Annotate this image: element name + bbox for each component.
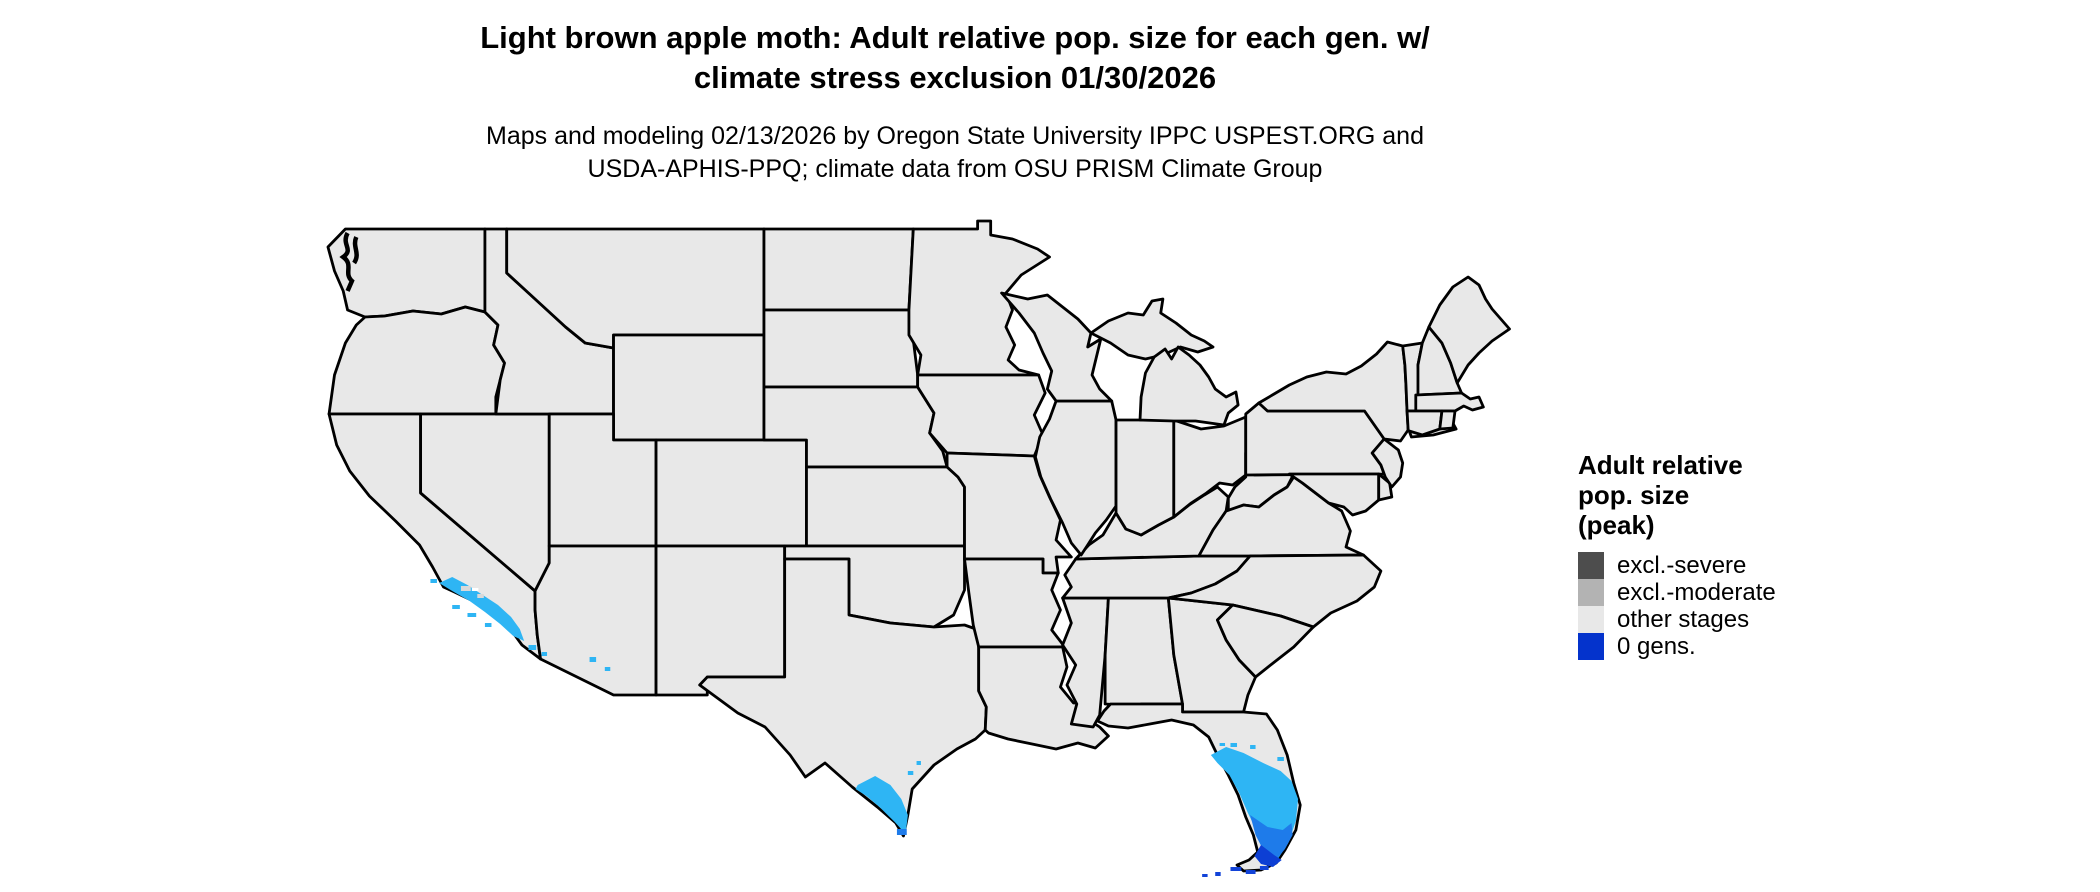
legend-item: excl.-moderate: [1578, 579, 1838, 606]
overlay-socal-specks: [460, 586, 484, 598]
overlay-region: [439, 577, 525, 641]
state-washington: [328, 229, 485, 317]
legend-title: Adult relative pop. size (peak): [1578, 450, 1838, 540]
overlay-speck: [467, 613, 477, 617]
overlay-speck: [907, 771, 914, 775]
state-wyoming: [614, 335, 764, 440]
legend-swatch: [1578, 552, 1604, 579]
state-north-dakota: [764, 229, 913, 310]
state-indiana: [1116, 420, 1174, 535]
title-line-1: Light brown apple moth: Adult relative p…: [480, 20, 1430, 55]
state-new-mexico: [656, 546, 785, 695]
overlay-speck: [916, 761, 921, 765]
overlay-south-texas: [855, 761, 921, 834]
overlay-socal-speck-white: [471, 588, 479, 591]
legend-title-line-3: (peak): [1578, 510, 1655, 540]
overlay-speck: [460, 586, 471, 591]
overlay-speck: [541, 652, 548, 656]
overlay-speck: [896, 829, 907, 835]
state-new-jersey: [1372, 439, 1403, 487]
overlay-speck: [1215, 872, 1221, 876]
legend-rows: excl.-severe excl.-moderate other stages…: [1578, 552, 1838, 660]
subtitle-line-2: USDA-APHIS-PPQ; climate data from OSU PR…: [587, 155, 1323, 183]
overlay-speck: [589, 657, 597, 662]
state-michigan-lp: [1140, 347, 1238, 425]
overlay-speck: [484, 623, 492, 627]
legend-item: excl.-severe: [1578, 552, 1838, 579]
overlay-region: [1254, 845, 1282, 867]
state-minnesota: [909, 221, 1050, 375]
legend-swatch: [1578, 606, 1604, 633]
puget-sound-coastline: [343, 233, 356, 291]
overlay-speck: [452, 605, 460, 609]
us-map: [280, 215, 1530, 877]
state-michigan-up: [1091, 299, 1213, 359]
overlay-speck: [1202, 874, 1208, 877]
state-arizona: [535, 546, 656, 695]
state-south-dakota: [764, 310, 918, 387]
header: Light brown apple moth: Adult relative p…: [5, 18, 1905, 186]
overlay-speck: [528, 645, 537, 650]
state-south-carolina: [1217, 605, 1313, 677]
page-subtitle: Maps and modeling 02/13/2026 by Oregon S…: [5, 120, 1905, 186]
overlay-speck: [1245, 870, 1256, 874]
legend-swatch: [1578, 579, 1604, 606]
overlay-speck: [1259, 866, 1269, 870]
state-ohio: [1174, 417, 1246, 517]
state-rhode-island: [1440, 411, 1455, 429]
overlay-south-florida-lower: [1250, 815, 1293, 861]
overlay-region: [1250, 815, 1293, 861]
state-colorado: [656, 440, 806, 546]
overlay-speck: [1250, 745, 1256, 749]
state-connecticut: [1407, 411, 1442, 435]
legend-swatch: [1578, 633, 1604, 660]
state-texas: [700, 559, 987, 836]
legend-item-label: excl.-moderate: [1617, 578, 1776, 606]
state-maine: [1429, 277, 1510, 383]
legend-item-label: 0 gens.: [1617, 632, 1696, 660]
state-kansas: [806, 467, 964, 546]
page-title: Light brown apple moth: Adult relative p…: [5, 18, 1905, 98]
overlay-south-texas-tip: [896, 829, 907, 835]
overlay-speck: [1230, 867, 1242, 871]
state-arkansas: [965, 559, 1065, 647]
overlay-speck: [604, 667, 611, 671]
overlay-speck: [1219, 743, 1226, 746]
legend-title-line-1: Adult relative: [1578, 450, 1743, 480]
overlay-speck: [430, 579, 437, 583]
state-massachusetts: [1416, 393, 1484, 411]
legend-item-label: excl.-severe: [1617, 551, 1747, 579]
overlay-socal-coast: [430, 577, 548, 656]
legend-item-label: other stages: [1617, 605, 1750, 633]
state-wisconsin: [1002, 293, 1112, 401]
overlay-florida-keys: [1202, 866, 1269, 877]
overlay-speck: [1277, 757, 1284, 761]
overlay-region: [855, 776, 908, 834]
overlay-arizona-specks: [589, 657, 611, 671]
state-oregon: [329, 307, 504, 414]
overlay-speck: [477, 594, 484, 598]
overlay-south-florida-tip: [1254, 845, 1282, 867]
subtitle-line-1: Maps and modeling 02/13/2026 by Oregon S…: [486, 122, 1424, 150]
overlay-speck: [1230, 743, 1238, 747]
state-pennsylvania: [1246, 403, 1384, 475]
legend-item: 0 gens.: [1578, 633, 1838, 660]
title-line-2: climate stress exclusion 01/30/2026: [693, 60, 1217, 95]
legend-title-line-2: pop. size: [1578, 480, 1690, 510]
legend-item: other stages: [1578, 606, 1838, 633]
state-florida: [1098, 704, 1301, 871]
map-legend: Adult relative pop. size (peak) excl.-se…: [1578, 450, 1838, 660]
overlay-speck: [471, 588, 479, 591]
